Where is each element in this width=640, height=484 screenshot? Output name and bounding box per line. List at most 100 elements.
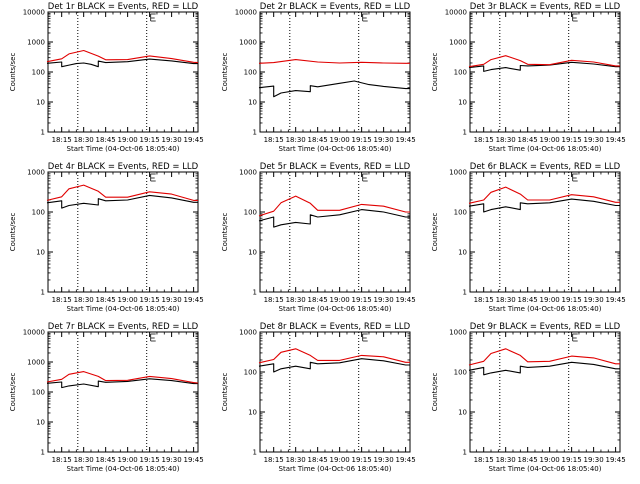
x-tick-label: 19:30 <box>162 296 182 304</box>
series-line-lld <box>468 348 620 366</box>
series-line-lld <box>258 348 410 364</box>
x-tick-label: 18:30 <box>286 296 306 304</box>
y-tick-label: 1 <box>463 449 467 457</box>
x-tick-label: 19:45 <box>606 296 626 304</box>
y-tick-label: 1000 <box>449 39 467 47</box>
x-tick-label: 19:30 <box>584 456 604 464</box>
panel-title: Det 5r BLACK = Events, RED = LLD <box>260 162 411 172</box>
detector-panel-9: Det 9r BLACK = Events, RED = LLD 1 10 100 10… <box>431 322 626 473</box>
x-tick-label: 19:30 <box>584 136 604 144</box>
x-tick-label: 18:30 <box>286 456 306 464</box>
x-tick-label: 18:45 <box>518 296 538 304</box>
y-axis-label: Counts/sec <box>9 53 17 92</box>
y-tick-label: 1 <box>463 129 467 137</box>
x-tick-label: 18:30 <box>74 136 94 144</box>
x-tick-label: 19:00 <box>540 296 560 304</box>
x-tick-label: 19:00 <box>540 136 560 144</box>
plot-frame <box>47 171 199 293</box>
x-tick-label: 19:45 <box>396 456 416 464</box>
series-line-events <box>46 58 198 68</box>
x-tick-label: 19:30 <box>584 296 604 304</box>
y-tick-label: 10 <box>458 249 467 257</box>
series-line-events <box>468 361 620 376</box>
x-tick-label: 18:15 <box>264 456 284 464</box>
y-tick-label: 1000 <box>27 169 45 177</box>
x-tick-label: 18:30 <box>496 136 516 144</box>
x-tick-label: 18:45 <box>308 296 328 304</box>
y-tick-label: 10 <box>36 249 45 257</box>
panel-title: Det 7r BLACK = Events, RED = LLD <box>48 322 199 332</box>
interval-flag-mark <box>150 173 156 182</box>
interval-flag-mark <box>572 173 578 182</box>
interval-flag-mark <box>150 13 156 22</box>
x-tick-label: 19:00 <box>540 456 560 464</box>
series-line-lld <box>46 371 199 384</box>
x-tick-label: 19:15 <box>562 296 582 304</box>
x-tick-label: 19:00 <box>330 136 350 144</box>
x-tick-label: 18:30 <box>496 456 516 464</box>
x-tick-label: 19:00 <box>118 136 138 144</box>
x-tick-label: 18:30 <box>496 296 516 304</box>
y-tick-label: 1000 <box>449 169 467 177</box>
x-tick-label: 19:15 <box>352 136 372 144</box>
detector-panel-8: Det 8r BLACK = Events, RED = LLD 1 10 100 10… <box>221 322 416 473</box>
y-tick-label: 10000 <box>445 9 467 17</box>
x-tick-label: 18:45 <box>518 136 538 144</box>
x-axis-label: Start Time (04-Oct-06 18:05:40) <box>279 465 392 473</box>
y-tick-label: 1 <box>41 449 45 457</box>
detector-panel-7: Det 7r BLACK = Events, RED = LLD 1 10 100 10… <box>9 322 204 473</box>
interval-flag-mark <box>362 13 368 22</box>
x-axis-label: Start Time (04-Oct-06 18:05:40) <box>67 305 180 313</box>
x-tick-label: 18:45 <box>308 136 328 144</box>
x-axis-label: Start Time (04-Oct-06 18:05:40) <box>67 465 180 473</box>
x-axis-label: Start Time (04-Oct-06 18:05:40) <box>489 465 602 473</box>
x-tick-label: 19:15 <box>140 136 160 144</box>
x-tick-label: 19:00 <box>118 296 138 304</box>
x-tick-label: 19:45 <box>606 456 626 464</box>
panel-title: Det 9r BLACK = Events, RED = LLD <box>470 322 621 332</box>
x-tick-label: 19:45 <box>184 136 204 144</box>
plot-frame <box>259 171 411 293</box>
x-tick-label: 19:45 <box>396 296 416 304</box>
y-tick-label: 100 <box>32 209 45 217</box>
detector-panel-3: Det 3r BLACK = Events, RED = LLD 1 10 100 10… <box>431 2 626 153</box>
panel-title: Det 3r BLACK = Events, RED = LLD <box>470 2 621 12</box>
x-tick-label: 19:00 <box>118 456 138 464</box>
series-line-lld <box>258 195 410 217</box>
x-tick-label: 19:00 <box>330 296 350 304</box>
y-tick-label: 1000 <box>239 39 257 47</box>
x-tick-label: 19:00 <box>330 456 350 464</box>
plot-frame <box>47 11 199 133</box>
series-line-lld <box>46 49 199 64</box>
y-axis-label: Counts/sec <box>221 373 229 412</box>
y-tick-label: 1 <box>253 289 257 297</box>
x-tick-label: 19:30 <box>374 136 394 144</box>
x-tick-label: 19:45 <box>184 296 204 304</box>
y-tick-label: 10 <box>36 99 45 107</box>
x-tick-label: 19:15 <box>352 296 372 304</box>
y-tick-label: 100 <box>32 69 45 77</box>
x-tick-label: 19:30 <box>162 456 182 464</box>
series-line-lld <box>468 186 620 204</box>
y-tick-label: 10 <box>248 249 257 257</box>
x-tick-label: 19:15 <box>140 456 160 464</box>
x-tick-label: 19:30 <box>162 136 182 144</box>
y-tick-label: 10 <box>458 409 467 417</box>
y-axis-label: Counts/sec <box>221 53 229 92</box>
x-tick-label: 19:30 <box>374 296 394 304</box>
y-tick-label: 100 <box>32 389 45 397</box>
y-tick-label: 1000 <box>449 329 467 337</box>
panel-title: Det 1r BLACK = Events, RED = LLD <box>48 2 199 12</box>
y-tick-label: 100 <box>454 209 467 217</box>
y-tick-label: 100 <box>244 69 257 77</box>
y-tick-label: 1000 <box>27 359 45 367</box>
x-tick-label: 19:45 <box>396 136 416 144</box>
x-tick-label: 19:45 <box>606 136 626 144</box>
y-tick-label: 10 <box>248 409 257 417</box>
y-tick-label: 10000 <box>235 9 257 17</box>
x-tick-label: 18:45 <box>96 136 116 144</box>
plot-frame <box>469 331 621 453</box>
x-tick-label: 18:30 <box>74 296 94 304</box>
y-axis-label: Counts/sec <box>431 373 439 412</box>
panel-title: Det 6r BLACK = Events, RED = LLD <box>470 162 621 172</box>
